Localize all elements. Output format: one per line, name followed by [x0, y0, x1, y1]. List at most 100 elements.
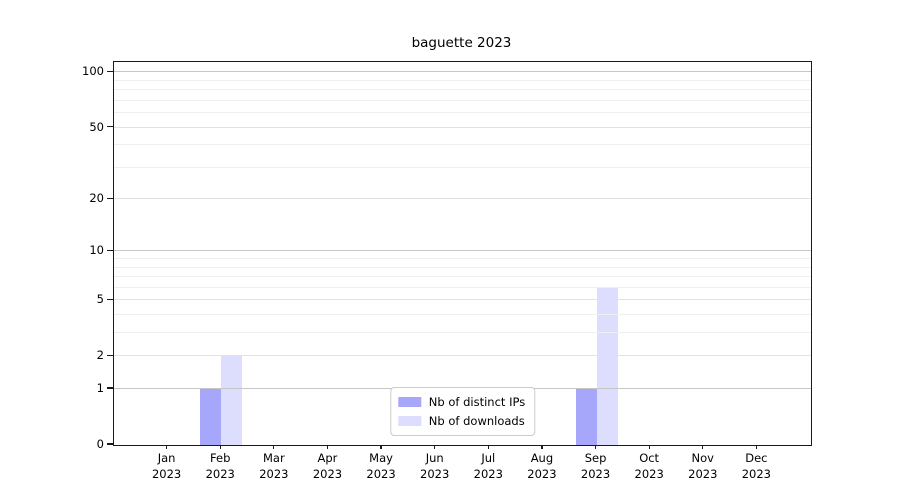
- x-tick-month: Jun: [425, 451, 444, 465]
- x-tick-label-sep: Sep 2023: [556, 450, 636, 482]
- gridline-100: [114, 71, 811, 73]
- x-tick-mark-may: [380, 445, 382, 449]
- gridline-2: [114, 355, 811, 357]
- gridline-10: [114, 250, 811, 252]
- x-tick-label-aug: Aug 2023: [502, 450, 582, 482]
- gridline-90: [114, 79, 811, 81]
- x-tick-mark-oct: [648, 445, 650, 449]
- x-tick-label-jan: Jan 2023: [127, 450, 207, 482]
- x-tick-year: 2023: [205, 467, 235, 481]
- x-tick-mark-apr: [326, 445, 329, 449]
- x-tick-year: 2023: [151, 467, 182, 481]
- x-tick-mark-sep: [594, 445, 597, 449]
- x-tick-mark-feb: [219, 445, 221, 449]
- gridline-8: [114, 266, 811, 268]
- y-tick-mark-100: [107, 70, 113, 73]
- x-tick-year: 2023: [473, 467, 503, 481]
- y-tick-label-1: 1: [96, 381, 104, 396]
- bar-nb-of-downloads-sep: [596, 287, 618, 445]
- y-tick-mark-2: [107, 354, 113, 356]
- x-tick-mark-aug: [541, 445, 543, 449]
- y-tick-label-50: 50: [89, 119, 104, 134]
- gridline-6: [114, 286, 811, 288]
- y-tick-mark-50: [107, 126, 113, 128]
- gridline-20: [114, 198, 811, 200]
- legend-label-distinct-ips: Nb of distinct IPs: [428, 395, 526, 409]
- x-tick-label-apr: Apr 2023: [287, 450, 367, 482]
- gridline-40: [114, 144, 811, 146]
- x-tick-month: Dec: [745, 451, 768, 465]
- gridline-80: [114, 89, 811, 91]
- x-tick-month: Oct: [639, 451, 660, 465]
- legend-swatch-distinct-ips: [397, 397, 421, 407]
- y-tick-mark-1: [107, 387, 113, 389]
- x-tick-year: 2023: [741, 467, 772, 481]
- y-tick-mark-10: [107, 249, 113, 252]
- legend-swatch-downloads: [397, 416, 421, 426]
- x-tick-month: Apr: [317, 451, 338, 465]
- x-tick-label-mar: Mar 2023: [234, 450, 314, 482]
- x-tick-mark-dec: [755, 445, 757, 449]
- y-tick-mark-20: [107, 197, 113, 199]
- y-tick-mark-0: [107, 443, 113, 445]
- gridline-7: [114, 276, 811, 278]
- x-tick-year: 2023: [688, 467, 718, 481]
- x-tick-label-oct: Oct 2023: [609, 450, 689, 482]
- x-tick-year: 2023: [580, 467, 611, 481]
- legend-item-downloads: Nb of downloads: [397, 414, 525, 428]
- x-tick-mark-jul: [487, 445, 489, 449]
- y-tick-label-5: 5: [96, 292, 104, 307]
- x-tick-label-feb: Feb 2023: [180, 450, 260, 482]
- x-tick-month: Jan: [157, 451, 176, 465]
- chart-title: baguette 2023: [411, 35, 512, 51]
- gridlines-layer: [114, 62, 811, 445]
- x-tick-year: 2023: [420, 467, 450, 481]
- y-tick-label-10: 10: [89, 243, 104, 258]
- x-tick-mark-jun: [434, 445, 436, 449]
- bar-nb-of-distinct-ips-feb: [200, 389, 222, 445]
- x-tick-label-jun: Jun 2023: [395, 450, 475, 482]
- x-tick-month: May: [369, 451, 393, 465]
- y-tick-label-2: 2: [96, 348, 104, 363]
- y-tick-mark-5: [107, 298, 113, 300]
- x-tick-month: Jul: [481, 451, 496, 465]
- bars-layer: [114, 62, 811, 445]
- bar-nb-of-distinct-ips-sep: [575, 389, 597, 445]
- gridline-9: [114, 258, 811, 260]
- x-tick-year: 2023: [259, 467, 289, 481]
- gridline-4: [114, 314, 811, 316]
- x-tick-year: 2023: [366, 467, 396, 481]
- plot-area: Nb of distinct IPs Nb of downloads: [113, 61, 812, 446]
- x-tick-month: Mar: [262, 451, 285, 465]
- y-tick-label-20: 20: [89, 191, 104, 206]
- x-tick-mark-jan: [166, 445, 168, 449]
- gridline-50: [114, 126, 811, 128]
- bar-nb-of-downloads-feb: [221, 356, 243, 445]
- gridline-70: [114, 99, 811, 101]
- y-tick-label-100: 100: [82, 64, 104, 79]
- x-tick-mark-mar: [273, 445, 275, 449]
- x-tick-month: Feb: [210, 451, 231, 465]
- gridline-5: [114, 299, 811, 301]
- x-tick-label-dec: Dec 2023: [716, 450, 796, 482]
- x-tick-month: Aug: [530, 451, 554, 465]
- y-tick-label-0: 0: [96, 437, 104, 451]
- x-tick-year: 2023: [634, 467, 664, 481]
- x-tick-year: 2023: [312, 467, 343, 481]
- gridline-30: [114, 166, 811, 168]
- legend-item-distinct-ips: Nb of distinct IPs: [397, 395, 526, 409]
- x-tick-mark-nov: [702, 445, 704, 449]
- gridline-60: [114, 112, 811, 114]
- x-tick-year: 2023: [527, 467, 557, 481]
- gridline-3: [114, 332, 811, 334]
- legend: Nb of distinct IPs Nb of downloads: [389, 387, 536, 436]
- x-tick-label-jul: Jul 2023: [448, 450, 528, 482]
- x-tick-label-may: May 2023: [341, 450, 421, 482]
- x-tick-label-nov: Nov 2023: [663, 450, 743, 482]
- x-tick-month: Sep: [584, 451, 607, 465]
- legend-label-downloads: Nb of downloads: [428, 414, 525, 428]
- x-tick-month: Nov: [691, 451, 714, 465]
